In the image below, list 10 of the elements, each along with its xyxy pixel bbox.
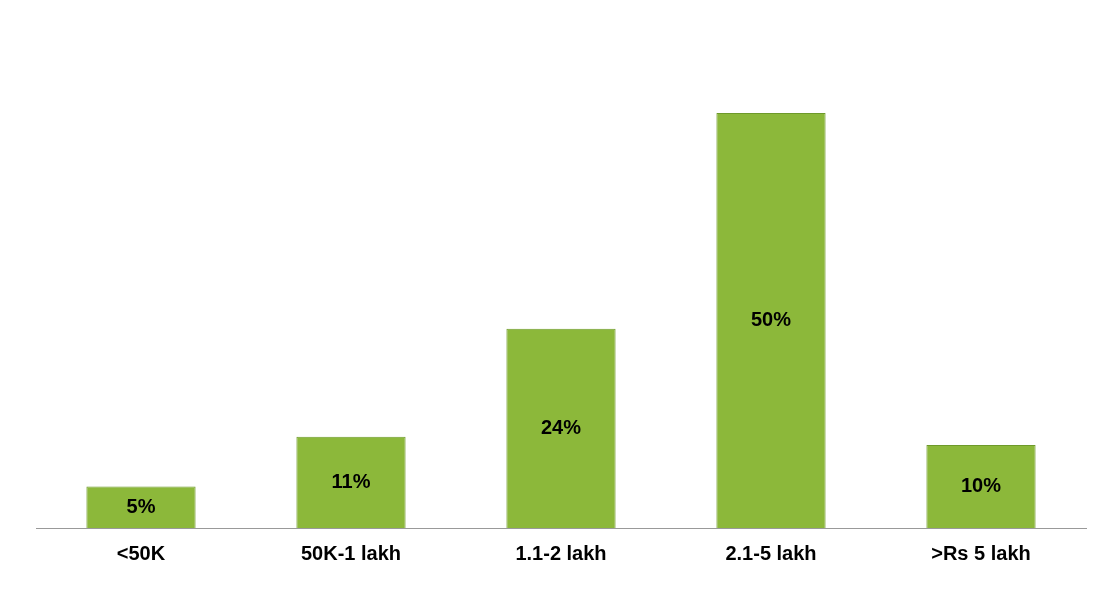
x-tick-label: 1.1-2 lakh <box>515 541 607 564</box>
data-label: 10% <box>960 474 1002 497</box>
x-tick-label: <50K <box>116 541 166 564</box>
data-label: 24% <box>540 415 582 438</box>
x-tick-label: >Rs 5 lakh <box>931 541 1031 564</box>
data-label: 50% <box>750 308 792 331</box>
x-tick-label: 2.1-5 lakh <box>725 541 817 564</box>
data-label: 5% <box>126 494 156 517</box>
x-tick-label: 50K-1 lakh <box>300 541 402 564</box>
data-label: 11% <box>331 469 371 492</box>
